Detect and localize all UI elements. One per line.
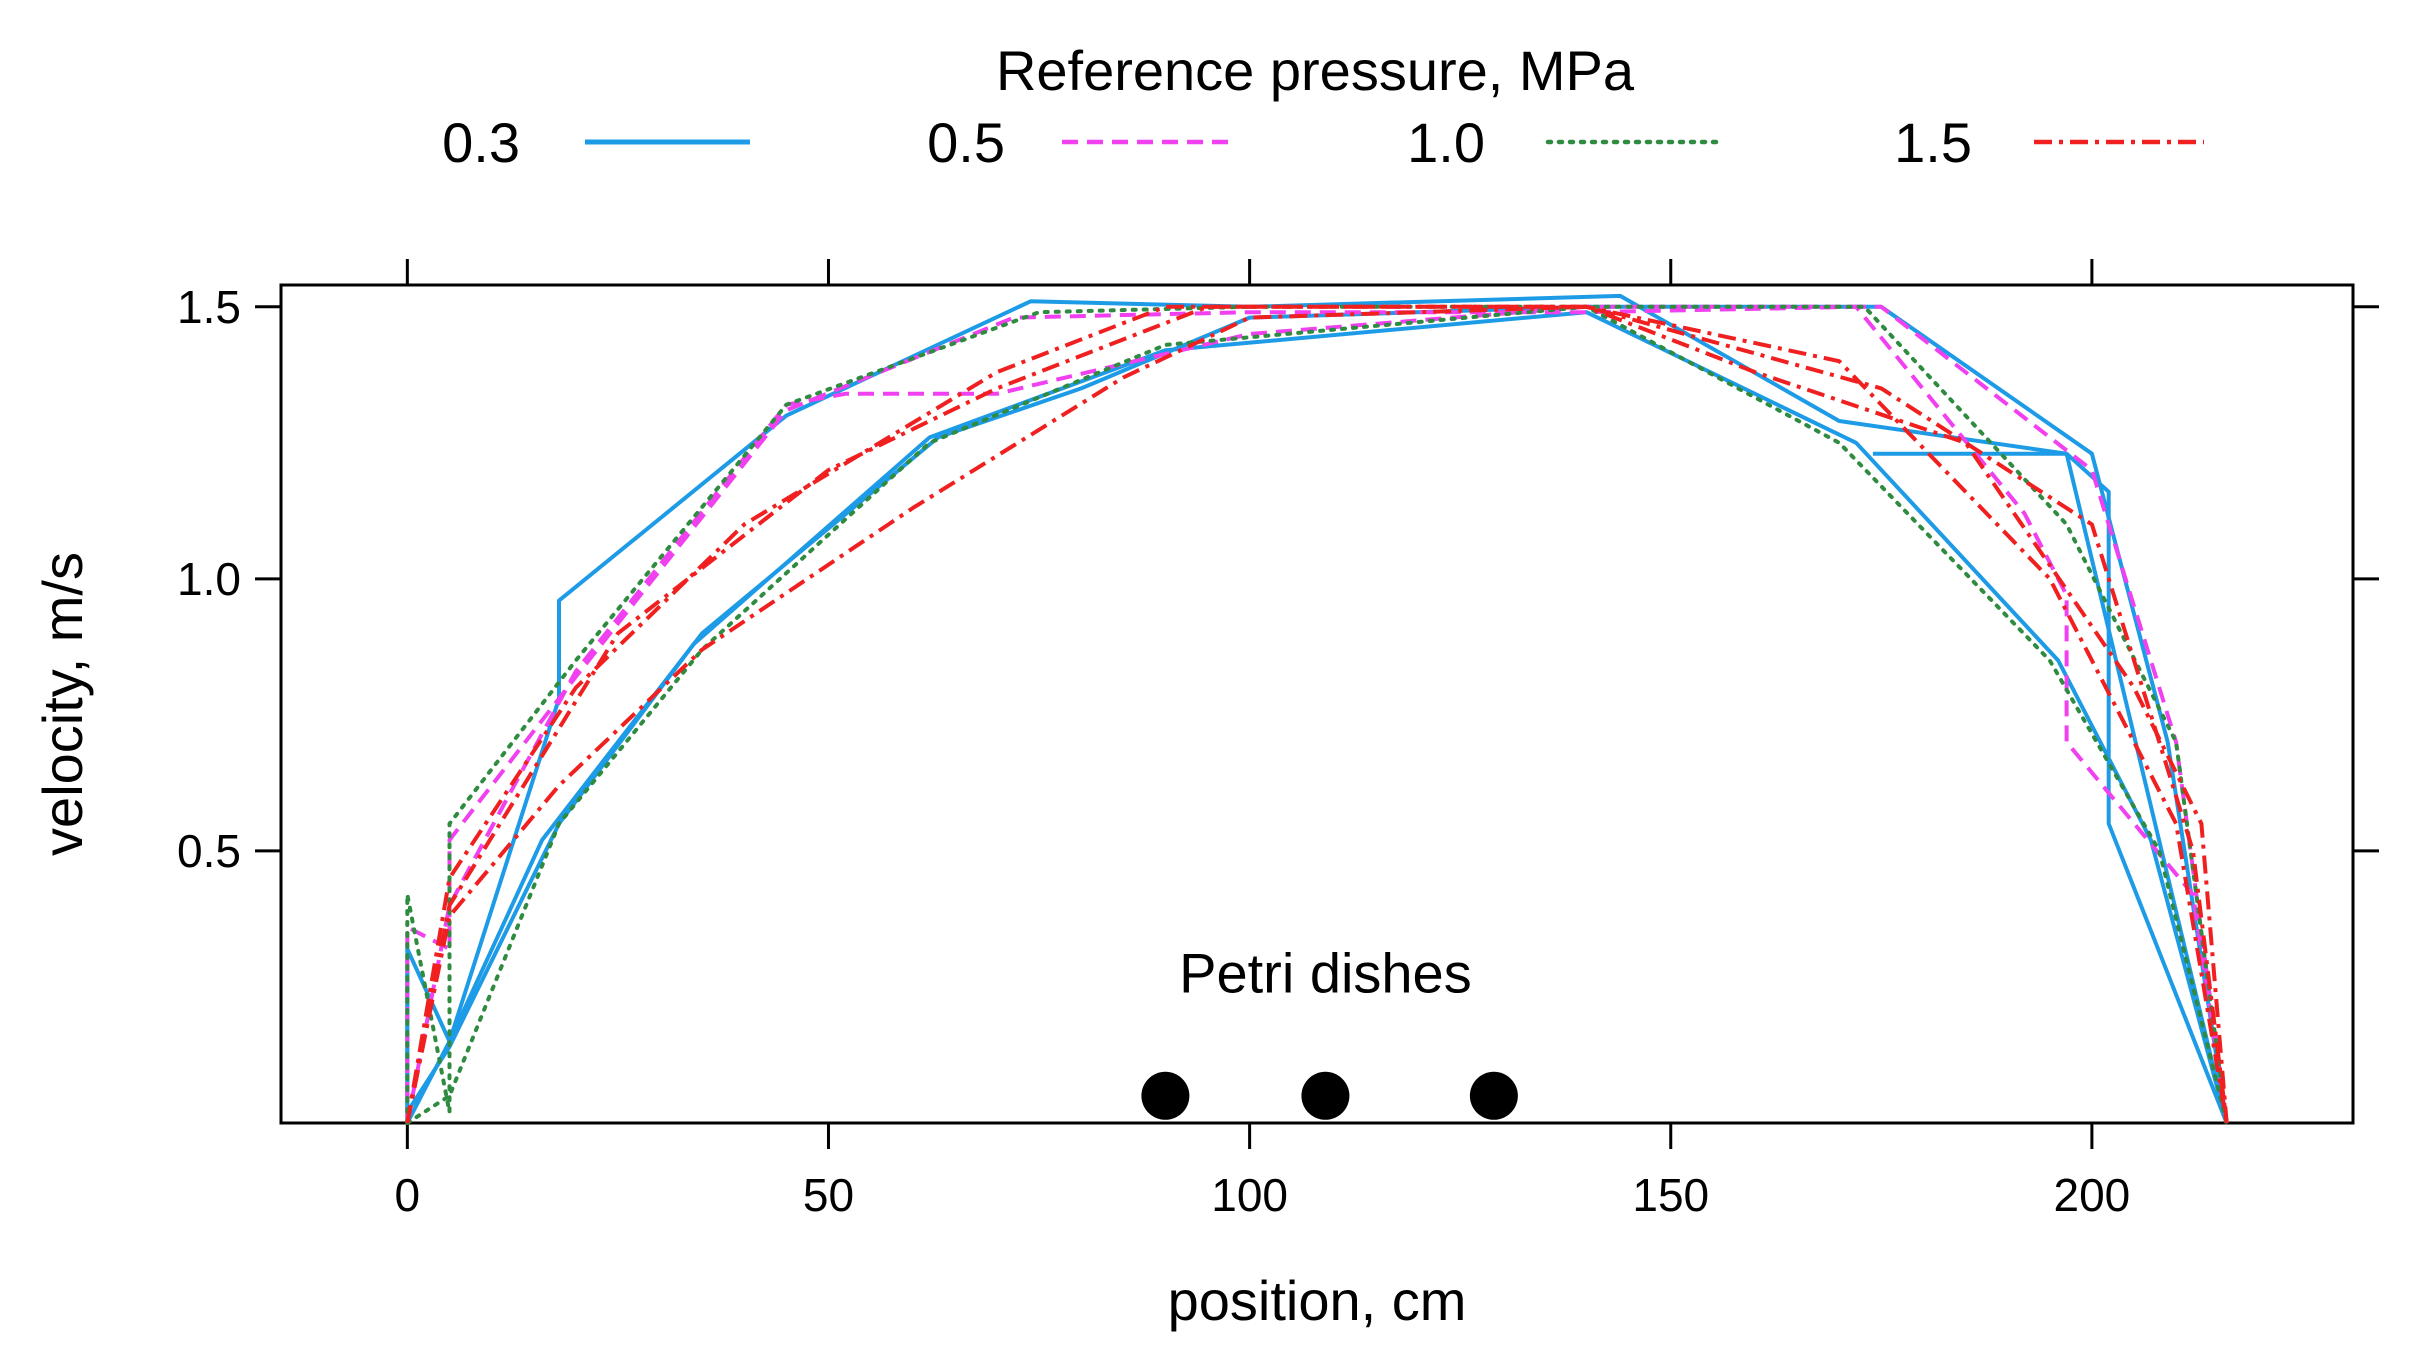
x-tick-label: 50 <box>803 1169 854 1221</box>
y-axis-label: velocity, m/s <box>31 552 94 856</box>
petri-dishes-label: Petri dishes <box>1179 941 1472 1004</box>
x-tick-label: 100 <box>1211 1169 1288 1221</box>
y-tick-label: 0.5 <box>177 825 241 877</box>
series-line-0.3 <box>1872 451 2229 1124</box>
petri-dish-marker <box>1469 1071 1518 1120</box>
series-layer <box>405 293 2229 1125</box>
legend-label-1.5: 1.5 <box>1894 111 1972 174</box>
legend: Reference pressure, MPa 0.3 0.5 1.0 1.5 <box>442 39 2204 174</box>
series-line-1.5 <box>405 304 2229 1124</box>
petri-dish-markers <box>1141 1071 1518 1120</box>
legend-title: Reference pressure, MPa <box>996 39 1635 102</box>
legend-label-0.5: 0.5 <box>927 111 1005 174</box>
y-tick-label: 1.5 <box>177 281 241 333</box>
x-tick-label: 150 <box>1632 1169 1709 1221</box>
series-1.5 <box>405 304 2229 1124</box>
legend-label-1.0: 1.0 <box>1407 111 1485 174</box>
petri-dish-marker <box>1141 1071 1190 1120</box>
series-1.0 <box>405 304 2229 1125</box>
series-line-1.5 <box>405 304 2229 1124</box>
x-axis: 0 50 100 150 200 <box>395 259 2131 1221</box>
x-axis-label: position, cm <box>1168 1269 1467 1332</box>
plot-frame <box>279 283 2355 1125</box>
x-tick-label: 0 <box>395 1169 421 1221</box>
series-line-1.0 <box>405 304 2229 1125</box>
series-line-1.0 <box>405 304 2229 1125</box>
legend-label-0.3: 0.3 <box>442 111 520 174</box>
y-axis: 0.5 1.0 1.5 <box>177 281 2379 877</box>
x-tick-label: 200 <box>2054 1169 2131 1221</box>
petri-dish-marker <box>1301 1071 1350 1120</box>
series-line-1.5 <box>405 304 2229 1124</box>
y-tick-label: 1.0 <box>177 553 241 605</box>
